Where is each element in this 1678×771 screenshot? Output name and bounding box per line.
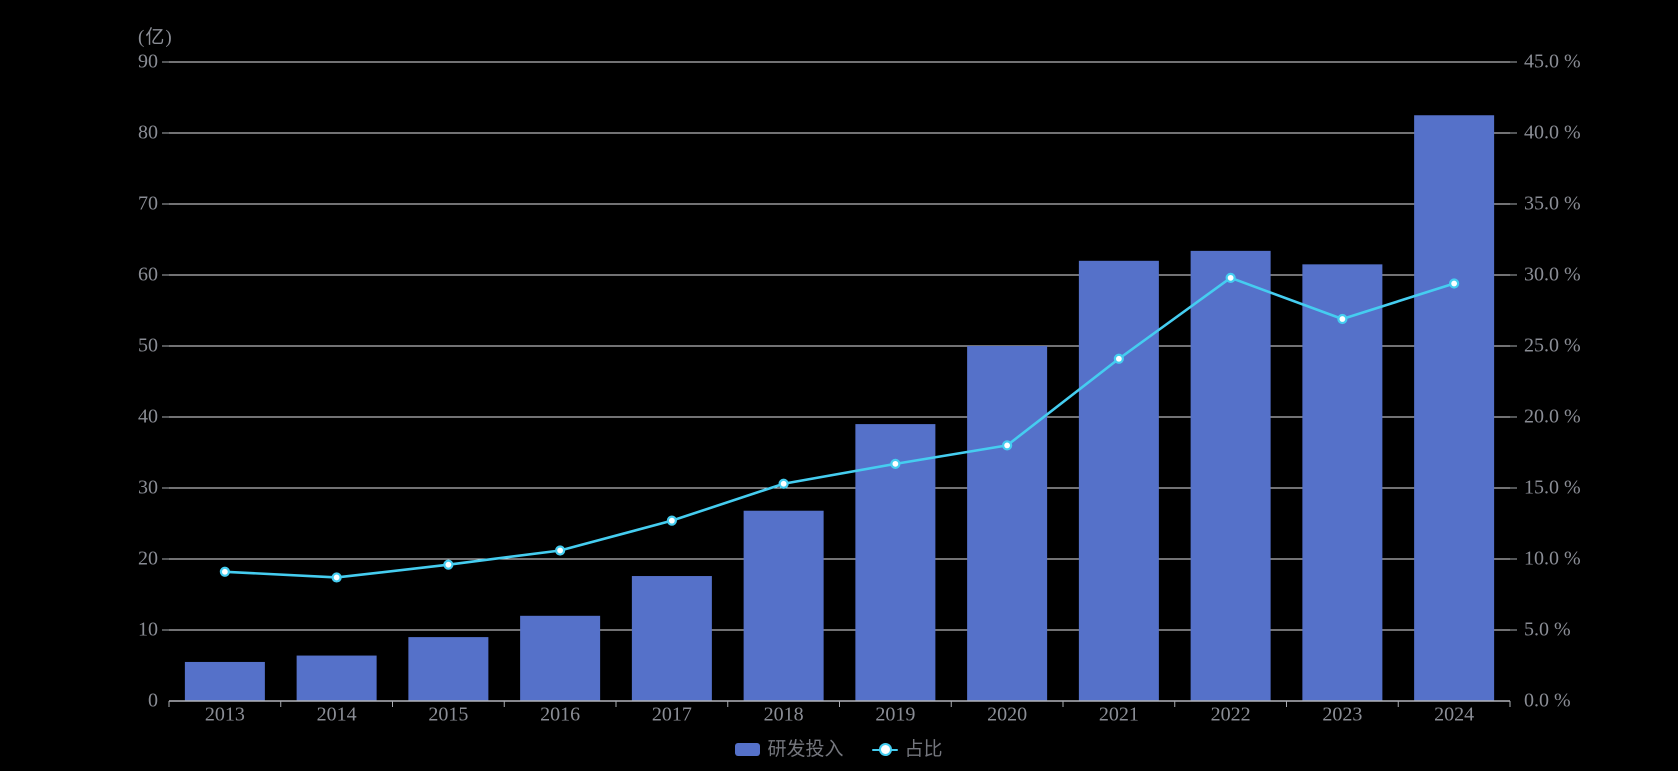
line-point-2021[interactable] [1113, 353, 1124, 364]
line-point-2024[interactable] [1449, 278, 1460, 289]
bar-2016[interactable] [520, 615, 601, 701]
bar-2023[interactable] [1302, 264, 1383, 701]
bar-2015[interactable] [408, 637, 489, 701]
line-point-2016[interactable] [555, 545, 566, 556]
right-axis-label: 15.0 % [1524, 477, 1581, 499]
x-axis-label-2014: 2014 [317, 704, 357, 726]
x-axis-label-2020: 2020 [987, 704, 1027, 726]
left-axis-label-30: 30 [138, 477, 158, 499]
line-point-2014[interactable] [331, 572, 342, 583]
right-axis-label: 5.0 % [1524, 619, 1571, 641]
left-axis-label-10: 10 [138, 619, 158, 641]
right-axis-label: 0.0 % [1524, 690, 1571, 712]
line-point-2015[interactable] [443, 559, 454, 570]
right-axis-label: 20.0 % [1524, 406, 1581, 428]
line-point-2022[interactable] [1225, 272, 1236, 283]
line-point-2020[interactable] [1002, 440, 1013, 451]
left-axis-label-50: 50 [138, 335, 158, 357]
x-axis-label-2016: 2016 [540, 704, 580, 726]
left-axis-label-80: 80 [138, 122, 158, 144]
bar-2024[interactable] [1414, 115, 1495, 701]
bar-2022[interactable] [1190, 250, 1271, 702]
right-axis-label: 10.0 % [1524, 548, 1581, 570]
left-axis-unit-label: (亿) [138, 27, 173, 48]
line-swatch-dot [878, 743, 892, 756]
x-axis-label-2024: 2024 [1434, 704, 1474, 726]
line-point-2023[interactable] [1337, 313, 1348, 325]
ratio-line [223, 276, 1456, 579]
bar-2018[interactable] [743, 510, 824, 701]
x-axis-label-2013: 2013 [205, 704, 245, 726]
bar-2021[interactable] [1078, 260, 1159, 701]
x-axis-label-2019: 2019 [875, 704, 915, 726]
right-axis-label: 35.0 % [1524, 193, 1581, 215]
bar-series-swatch [735, 743, 761, 756]
bar-2019[interactable] [855, 424, 936, 701]
legend-line-label: 占比 [904, 739, 943, 760]
right-axis-label: 30.0 % [1524, 264, 1581, 286]
left-axis-label-0: 0 [148, 690, 158, 712]
line-point-2019[interactable] [890, 458, 901, 469]
legend-bar-label: 研发投入 [767, 739, 844, 760]
line-point-2017[interactable] [666, 515, 677, 526]
x-axis-label-2015: 2015 [428, 704, 468, 726]
line-point-2013[interactable] [219, 566, 230, 577]
bar-2013[interactable] [184, 661, 265, 701]
line-point-2018[interactable] [778, 478, 789, 489]
x-axis-label-2022: 2022 [1211, 704, 1251, 726]
line-series-swatch [871, 743, 898, 756]
left-axis-label-40: 40 [138, 406, 158, 428]
right-axis-label: 45.0 % [1524, 51, 1581, 73]
left-axis-label-90: 90 [138, 51, 158, 73]
right-axis-label: 40.0 % [1524, 122, 1581, 144]
x-axis-label-2021: 2021 [1099, 704, 1139, 726]
x-axis-label-2018: 2018 [764, 704, 804, 726]
left-axis-label-60: 60 [138, 264, 158, 286]
right-axis-label: 25.0 % [1524, 335, 1581, 357]
x-axis-label-2017: 2017 [652, 704, 692, 726]
left-axis-label-20: 20 [138, 548, 158, 570]
x-axis-label-2023: 2023 [1322, 704, 1362, 726]
legend-item-line-series[interactable]: 占比 [871, 739, 943, 760]
legend: 研发投入 占比 [0, 740, 1678, 759]
bar-2017[interactable] [631, 576, 712, 701]
bar-2014[interactable] [296, 655, 377, 701]
left-axis-label-70: 70 [138, 193, 158, 215]
legend-item-bar-series[interactable]: 研发投入 [735, 739, 844, 760]
bar-2020[interactable] [967, 346, 1048, 701]
